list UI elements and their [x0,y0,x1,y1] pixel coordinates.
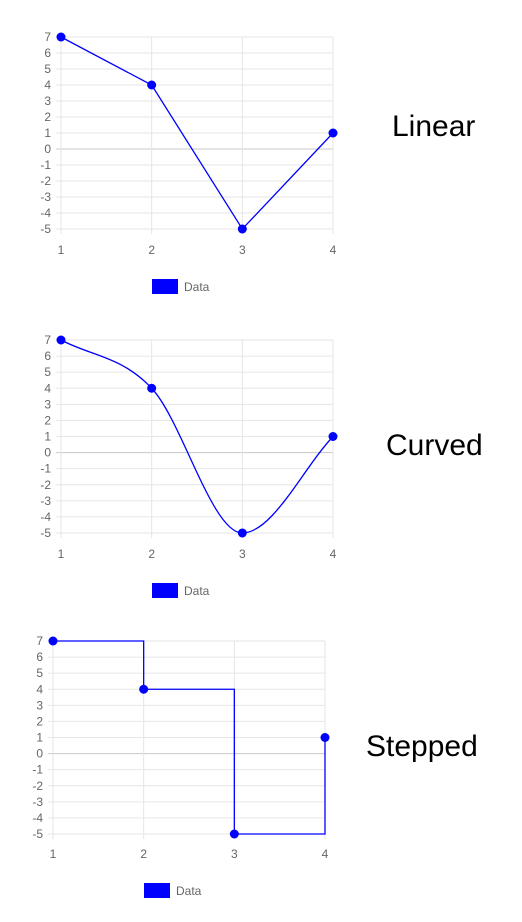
chart-stepped: 7 6 5 4 3 2 1 0 -1 -2 -3 -4 -5 1 2 3 4 Data Stepped [32,634,478,898]
series-line [60,36,334,231]
y-tick-label: 7 [44,333,51,347]
y-tick-label: 2 [36,714,43,728]
chart-linear: 7 6 5 4 3 2 1 0 -1 -2 -3 -4 -5 1 2 3 4 Data Linear [40,30,475,294]
x-tick-label: 2 [148,547,155,561]
data-point [56,32,66,42]
side-label-stepped: Stepped [366,730,478,763]
side-label-linear: Linear [392,110,475,143]
y-tick-label: 5 [44,62,51,76]
legend-label[interactable]: Data [184,280,210,294]
legend-label[interactable]: Data [176,884,202,898]
y-tick-label: 4 [36,682,43,696]
x-tick-label: 4 [322,847,329,861]
y-tick-label: -2 [40,478,51,492]
x-tick-label: 1 [50,847,57,861]
x-tick-label: 1 [58,243,65,257]
data-point [237,528,247,538]
x-tick-label: 4 [330,547,337,561]
y-tick-label: 2 [44,413,51,427]
y-tick-label: 3 [44,94,51,108]
y-tick-label: -2 [40,174,51,188]
y-tick-label: 4 [44,381,51,395]
x-tick-label: 2 [140,847,147,861]
x-tick-label: 2 [148,243,155,257]
y-tick-label: 1 [44,126,51,140]
y-tick-label: 1 [36,731,43,745]
y-tick-label: 0 [36,747,43,761]
y-tick-label: 0 [44,446,51,460]
y-tick-label: -1 [32,763,43,777]
side-label-curved: Curved [386,429,483,462]
data-point [56,335,66,345]
x-tick-label: 3 [239,243,246,257]
data-point [237,224,247,234]
x-tick-label: 1 [58,547,65,561]
legend-swatch[interactable] [152,583,178,598]
data-point [328,128,338,138]
data-point [320,733,330,742]
legend-swatch[interactable] [152,279,178,294]
y-tick-label: -3 [32,795,43,809]
series-line [60,339,334,534]
legend-label[interactable]: Data [184,584,210,598]
data-point [139,684,149,694]
data-point [147,383,157,393]
y-tick-label: 3 [36,698,43,712]
x-tick-label: 4 [330,243,337,257]
y-tick-label: 7 [36,634,43,648]
y-tick-label: 5 [44,365,51,379]
data-point [328,432,338,441]
y-tick-label: -1 [40,462,51,476]
y-tick-label: 6 [44,46,51,60]
chart-curved: 7 6 5 4 3 2 1 0 -1 -2 -3 -4 -5 1 2 3 4 Data Curved [40,333,483,598]
y-tick-label: -1 [40,158,51,172]
y-tick-label: 6 [44,349,51,363]
y-tick-label: -4 [40,206,51,220]
y-tick-label: -5 [32,827,43,841]
y-tick-label: -2 [32,779,43,793]
legend-swatch[interactable] [144,883,170,898]
y-tick-label: -5 [40,222,51,236]
y-tick-label: -4 [40,510,51,524]
x-tick-label: 3 [239,547,246,561]
data-point [229,829,239,839]
y-tick-label: 0 [44,142,51,156]
y-tick-label: 3 [44,397,51,411]
y-tick-label: -3 [40,494,51,508]
y-tick-label: 6 [36,650,43,664]
y-tick-label: -4 [32,811,43,825]
data-point [147,80,157,90]
y-tick-label: 4 [44,78,51,92]
data-point [48,636,58,646]
x-tick-label: 3 [231,847,238,861]
y-tick-label: 2 [44,110,51,124]
y-tick-label: -3 [40,190,51,204]
y-tick-label: 5 [36,666,43,680]
y-tick-label: -5 [40,526,51,540]
y-tick-label: 1 [44,430,51,444]
series-line [53,640,326,835]
y-tick-label: 7 [44,30,51,44]
